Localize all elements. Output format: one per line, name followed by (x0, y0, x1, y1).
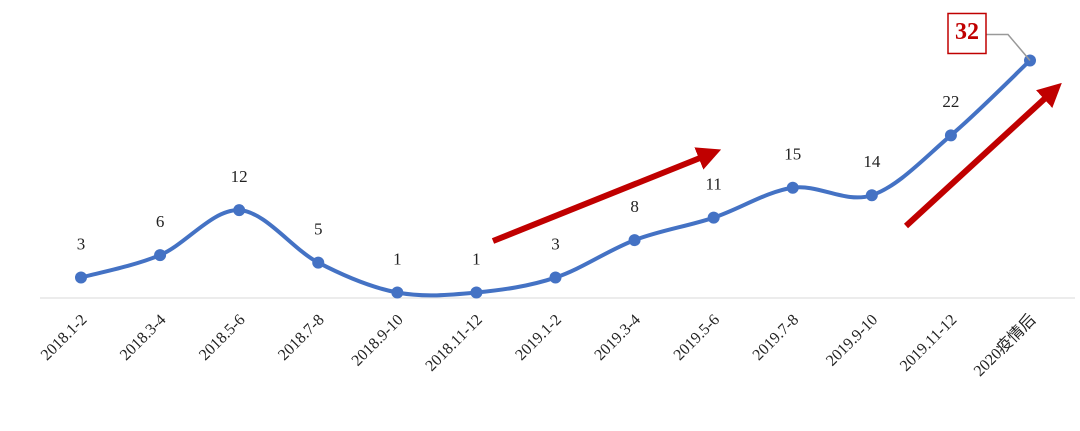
data-label: 6 (156, 212, 165, 231)
x-tick-label: 2019.5-6 (671, 311, 724, 364)
x-tick-label: 2020疫情后 (970, 311, 1039, 380)
callout-line (986, 33, 1031, 61)
x-tick-label: 2019.11-12 (897, 311, 960, 374)
point (391, 286, 404, 299)
x-tick-label: 2018.1-2 (38, 311, 91, 364)
data-label: 5 (314, 219, 323, 238)
data-label: 15 (784, 145, 801, 164)
data-label: 1 (472, 249, 481, 268)
x-tick-label: 2019.7-8 (750, 311, 803, 364)
point (865, 189, 878, 202)
trend-arrow (491, 147, 722, 244)
line (80, 59, 1032, 298)
data-label: 11 (705, 175, 721, 194)
data-label: 8 (630, 197, 639, 216)
data-label: 3 (551, 234, 560, 253)
x-tick-label: 2018.9-10 (349, 311, 407, 369)
point (628, 234, 641, 247)
x-tick-label: 2019.3-4 (591, 311, 644, 364)
data-label: 3 (77, 234, 86, 253)
data-label: 12 (231, 167, 248, 186)
point (707, 211, 720, 224)
callout-box (947, 12, 987, 55)
point (154, 249, 167, 262)
data-label: 32 (955, 19, 979, 45)
x-tick-label: 2018.11-12 (422, 311, 485, 374)
data-label: 14 (863, 152, 881, 171)
point (312, 256, 325, 269)
point (233, 204, 246, 217)
data-label: 1 (393, 249, 402, 268)
trend-arrow (903, 82, 1062, 229)
point (549, 271, 562, 284)
x-tick-label: 2018.7-8 (275, 311, 328, 364)
x-tick-label: 2018.5-6 (196, 311, 249, 364)
point (75, 271, 87, 284)
point (786, 181, 799, 194)
x-tick-label: 2019.9-10 (823, 311, 881, 369)
point (944, 129, 957, 142)
x-tick-label: 2018.3-4 (117, 311, 170, 364)
x-tick-label: 2019.1-2 (512, 311, 565, 364)
data-label: 22 (942, 92, 959, 111)
point (470, 286, 483, 299)
